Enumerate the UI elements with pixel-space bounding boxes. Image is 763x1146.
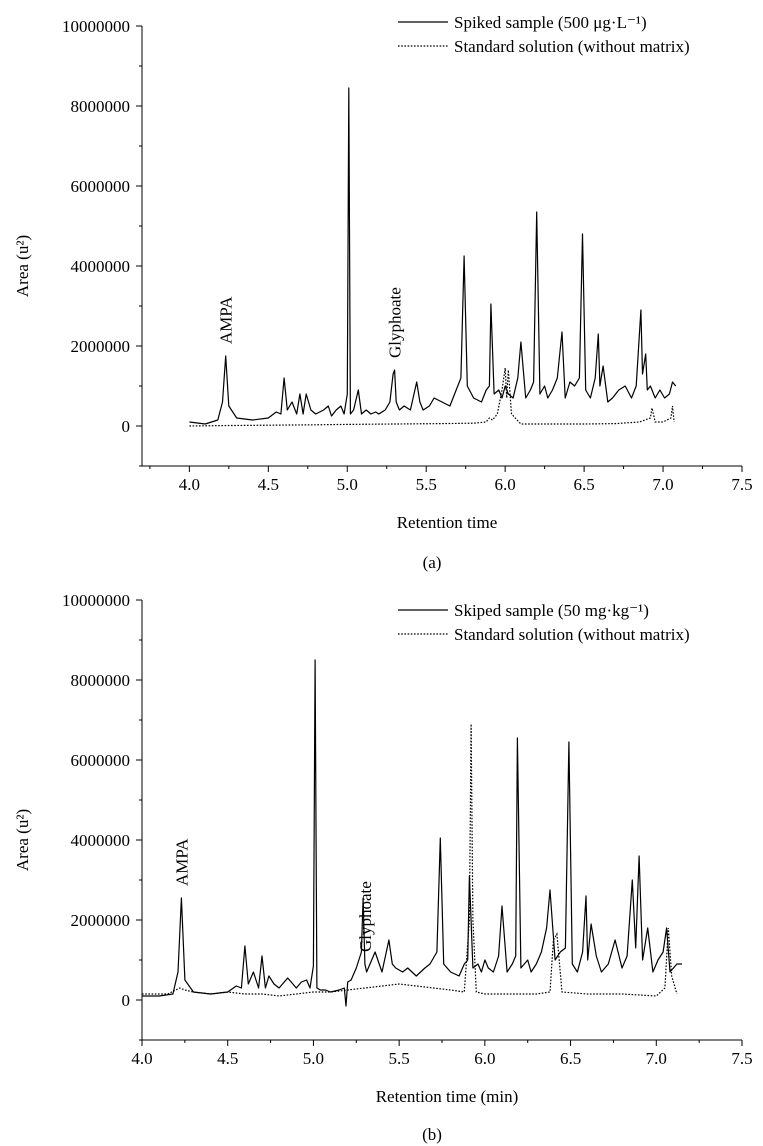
y-tick-label: 2000000 (71, 337, 131, 356)
x-tick-label: 6.5 (560, 1049, 581, 1068)
x-tick-label: 4.0 (179, 475, 200, 494)
legend-label: Standard solution (without matrix) (454, 625, 690, 644)
x-tick-label: 4.0 (131, 1049, 152, 1068)
y-tick-label: 6000000 (71, 177, 131, 196)
panel-caption: (b) (422, 1125, 442, 1144)
spiked-sample-line (189, 87, 677, 425)
y-tick-label: 8000000 (71, 97, 131, 116)
peak-annotation: Glyphoate (356, 881, 375, 952)
x-axis-label: Retention time (min) (376, 1087, 519, 1106)
spiked-sample-line (142, 659, 682, 1007)
x-tick-label: 7.0 (646, 1049, 667, 1068)
peak-annotation: AMPA (172, 838, 191, 886)
x-tick-label: 7.0 (652, 475, 673, 494)
standard-solution-line (142, 723, 678, 997)
y-tick-label: 4000000 (71, 257, 131, 276)
x-tick-label: 5.0 (337, 475, 358, 494)
x-tick-label: 7.5 (731, 1049, 752, 1068)
x-tick-label: 5.0 (303, 1049, 324, 1068)
panel-b: 4.0 4.5 5.0 5.5 6.0 6.5 7.0 7.5 0 2000000 4000000 6… (13, 591, 753, 1144)
standard-solution-line (189, 367, 675, 427)
y-tick-label: 8000000 (71, 671, 131, 690)
x-tick-label: 5.5 (416, 475, 437, 494)
x-tick-label: 5.5 (389, 1049, 410, 1068)
y-tick-label: 10000000 (62, 591, 130, 610)
panel-a: 4.0 4.5 5.0 5.5 6.0 6.5 7.0 7.5 0 2000000 4000000 6… (13, 13, 753, 572)
y-tick-label: 0 (122, 991, 131, 1010)
y-axis-label: Area (u²) (13, 809, 32, 871)
legend-label: Skiped sample (50 mg·kg⁻¹) (454, 601, 649, 620)
x-tick-label: 7.5 (731, 475, 752, 494)
y-tick-label: 4000000 (71, 831, 131, 850)
peak-annotation: AMPA (217, 296, 236, 344)
legend-label: Spiked sample (500 μg·L⁻¹) (454, 13, 647, 32)
x-tick-label: 6.5 (573, 475, 594, 494)
y-axis-label: Area (u²) (13, 235, 32, 297)
y-tick-label: 10000000 (62, 17, 130, 36)
x-tick-label: 4.5 (258, 475, 279, 494)
y-tick-label: 6000000 (71, 751, 131, 770)
peak-annotation: Glyphoate (386, 287, 405, 358)
y-tick-label: 0 (122, 417, 131, 436)
x-tick-label: 6.0 (495, 475, 516, 494)
x-tick-label: 6.0 (474, 1049, 495, 1068)
x-axis-label: Retention time (397, 513, 498, 532)
panel-caption: (a) (423, 553, 442, 572)
x-tick-label: 4.5 (217, 1049, 238, 1068)
y-tick-label: 2000000 (71, 911, 131, 930)
legend-label: Standard solution (without matrix) (454, 37, 690, 56)
